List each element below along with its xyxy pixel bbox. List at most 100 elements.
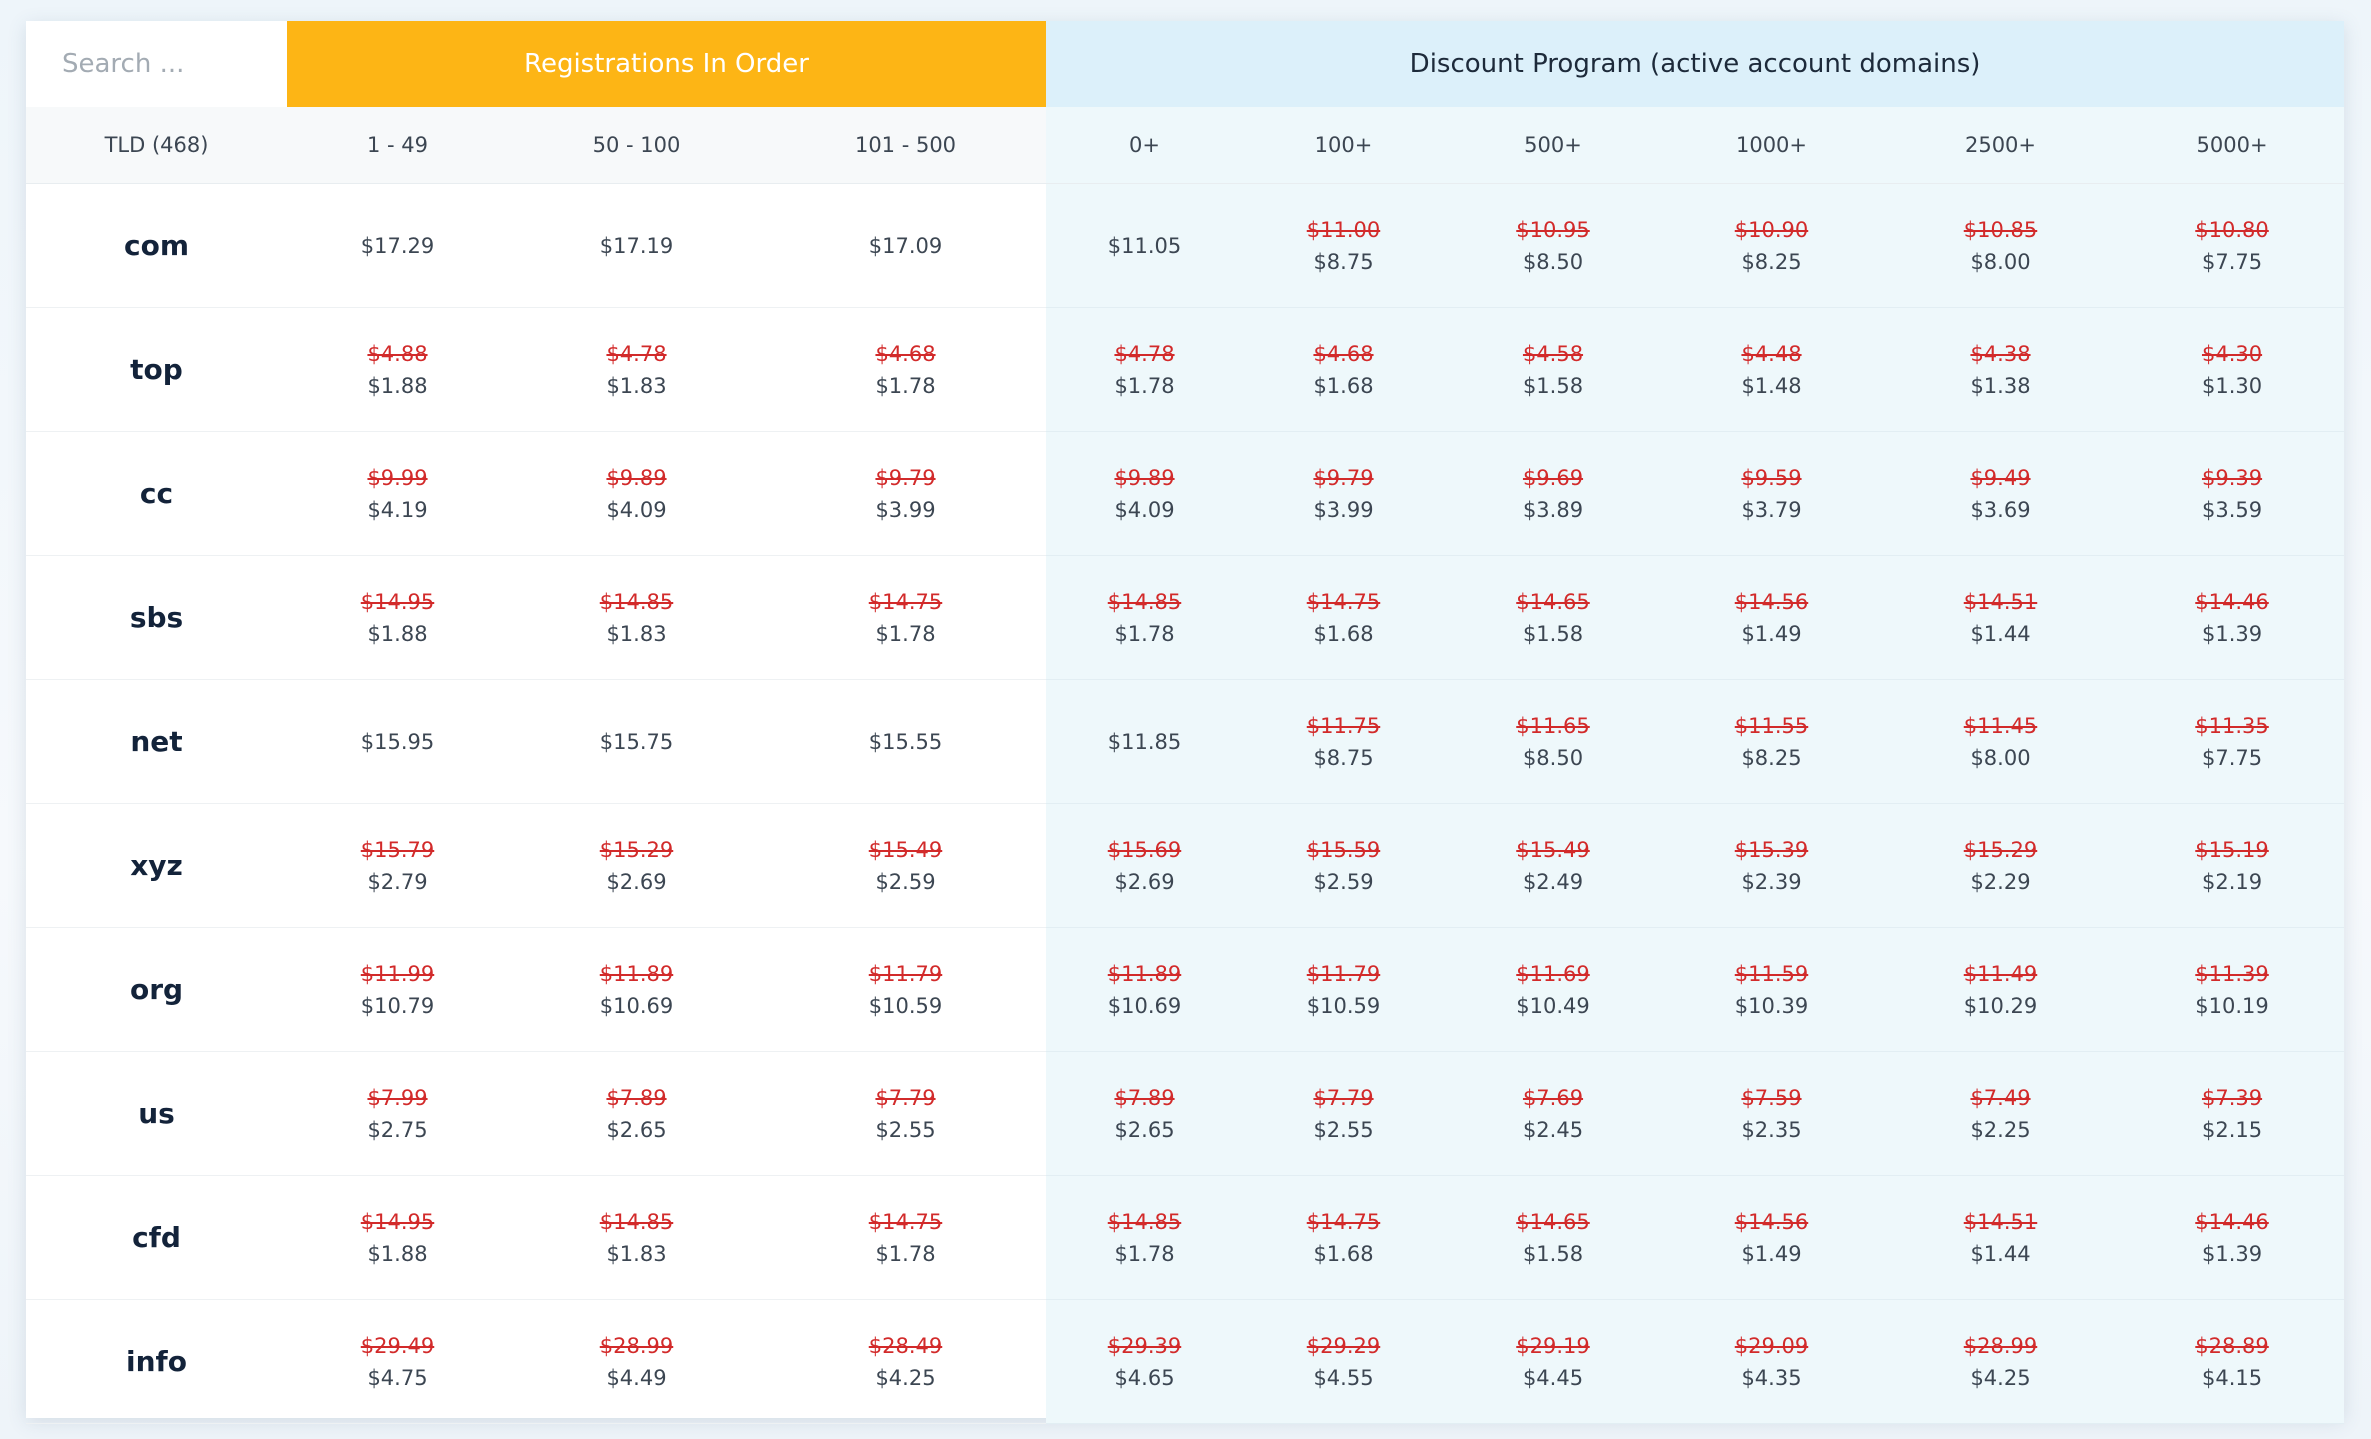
- price: $10.29: [1963, 993, 2038, 1018]
- price: $4.25: [1970, 1365, 2031, 1390]
- old-price: $14.85: [1107, 1209, 1182, 1234]
- price: $1.58: [1522, 1241, 1584, 1266]
- price-cell: $17.19: [508, 183, 765, 308]
- price-cell: $4.58 $1.58: [1444, 307, 1662, 432]
- old-price: $14.75: [868, 589, 943, 614]
- old-price: $14.56: [1734, 1209, 1809, 1234]
- price-cell: $7.99 $2.75: [287, 1051, 508, 1176]
- price: $1.48: [1741, 373, 1802, 398]
- old-price: $7.69: [1522, 1085, 1584, 1110]
- price-cell: $15.29 $2.69: [508, 803, 765, 928]
- old-price: $15.59: [1306, 837, 1381, 862]
- old-price: $7.79: [1313, 1085, 1374, 1110]
- price: $1.39: [2201, 1241, 2263, 1266]
- price: $1.78: [1114, 1241, 1175, 1266]
- price: $17.29: [360, 233, 435, 258]
- column-header: 50 - 100: [508, 107, 765, 184]
- tld-name: top: [26, 307, 287, 432]
- search-input[interactable]: Search ...: [26, 21, 287, 107]
- price-cell: $7.89 $2.65: [1046, 1051, 1243, 1176]
- old-price: $7.89: [1114, 1085, 1175, 1110]
- price-cell: $11.39 $10.19: [2120, 927, 2345, 1052]
- price-cell: $14.51 $1.44: [1881, 555, 2120, 680]
- old-price: $11.75: [1306, 713, 1381, 738]
- price: $11.05: [1107, 233, 1182, 258]
- price-cell: $10.95 $8.50: [1444, 183, 1662, 308]
- old-price: $15.29: [1963, 837, 2038, 862]
- tld-row: cfd $14.95 $1.88 $14.85 $1.83 $14.75 $1.78 $14.…: [26, 1175, 2345, 1300]
- price: $3.99: [1313, 497, 1374, 522]
- old-price: $15.69: [1107, 837, 1182, 862]
- old-price: $29.19: [1516, 1333, 1590, 1358]
- price: $4.19: [367, 497, 428, 522]
- old-price: $14.46: [2195, 1209, 2269, 1234]
- price: $2.75: [367, 1117, 428, 1142]
- price-cell: $9.79 $3.99: [765, 431, 1046, 556]
- tld-row: us $7.99 $2.75 $7.89 $2.65 $7.79 $2.55 $7.89 $2.…: [26, 1051, 2345, 1176]
- price-cell: $9.89 $4.09: [1046, 431, 1243, 556]
- price: $1.78: [875, 1241, 936, 1266]
- old-price: $11.35: [2195, 713, 2269, 738]
- price-cell: $28.99 $4.25: [1881, 1299, 2120, 1424]
- old-price: $4.68: [875, 341, 936, 366]
- pricing-table: Search ... Registrations In Order Discou…: [26, 21, 2345, 1424]
- old-price: $14.85: [1107, 589, 1182, 614]
- price-cell: $28.49 $4.25: [765, 1299, 1046, 1424]
- price: $10.79: [360, 993, 435, 1018]
- old-price: $11.79: [868, 961, 943, 986]
- price-cell: $11.35 $7.75: [2120, 679, 2345, 804]
- price-cell: $7.79 $2.55: [765, 1051, 1046, 1176]
- price: $4.09: [1114, 497, 1175, 522]
- old-price: $15.49: [1516, 837, 1590, 862]
- old-price: $14.51: [1963, 1209, 2038, 1234]
- old-price: $7.49: [1970, 1085, 2031, 1110]
- price-cell: $11.79 $10.59: [1243, 927, 1444, 1052]
- old-price: $11.99: [360, 961, 435, 986]
- price: $1.78: [1114, 373, 1175, 398]
- price: $10.59: [868, 993, 943, 1018]
- price: $1.78: [875, 621, 936, 646]
- old-price: $14.46: [2195, 589, 2269, 614]
- price: $3.69: [1970, 497, 2031, 522]
- price-cell: $11.05: [1046, 183, 1243, 308]
- column-header: 100+: [1243, 107, 1444, 184]
- price: $8.25: [1741, 745, 1802, 770]
- price: $1.49: [1741, 621, 1802, 646]
- tld-row: com $17.29 $17.19 $17.09 $11.05 $11.00 $8.75 $1…: [26, 183, 2345, 308]
- price: $8.00: [1970, 745, 2031, 770]
- price-cell: $11.65 $8.50: [1444, 679, 1662, 804]
- price: $8.50: [1522, 249, 1584, 274]
- price: $2.19: [2201, 869, 2263, 894]
- price-cell: $7.59 $2.35: [1662, 1051, 1881, 1176]
- price-cell: $11.00 $8.75: [1243, 183, 1444, 308]
- price: $10.69: [1107, 993, 1182, 1018]
- price-cell: $10.80 $7.75: [2120, 183, 2345, 308]
- price-cell: $15.59 $2.59: [1243, 803, 1444, 928]
- price-cell: $14.75 $1.78: [765, 555, 1046, 680]
- price: $2.15: [2201, 1117, 2263, 1142]
- price: $15.95: [360, 729, 435, 754]
- price-cell: $15.29 $2.29: [1881, 803, 2120, 928]
- price-cell: $14.46 $1.39: [2120, 1175, 2345, 1300]
- old-price: $14.65: [1516, 589, 1590, 614]
- price-cell: $11.49 $10.29: [1881, 927, 2120, 1052]
- old-price: $14.56: [1734, 589, 1809, 614]
- price: $3.99: [875, 497, 936, 522]
- price: $8.00: [1970, 249, 2031, 274]
- price: $2.55: [1313, 1117, 1374, 1142]
- price: $1.68: [1313, 1241, 1374, 1266]
- price-cell: $14.65 $1.58: [1444, 1175, 1662, 1300]
- price: $1.58: [1522, 621, 1584, 646]
- price: $2.39: [1741, 869, 1802, 894]
- price-cell: $14.46 $1.39: [2120, 555, 2345, 680]
- price-cell: $11.89 $10.69: [508, 927, 765, 1052]
- old-price: $10.90: [1734, 217, 1809, 242]
- price: $8.75: [1313, 745, 1374, 770]
- old-price: $11.45: [1963, 713, 2038, 738]
- price-cell: $4.30 $1.30: [2120, 307, 2345, 432]
- old-price: $11.39: [2195, 961, 2269, 986]
- old-price: $9.79: [1313, 465, 1374, 490]
- price: $15.75: [599, 729, 674, 754]
- price-cell: $7.79 $2.55: [1243, 1051, 1444, 1176]
- price-cell: $15.95: [287, 679, 508, 804]
